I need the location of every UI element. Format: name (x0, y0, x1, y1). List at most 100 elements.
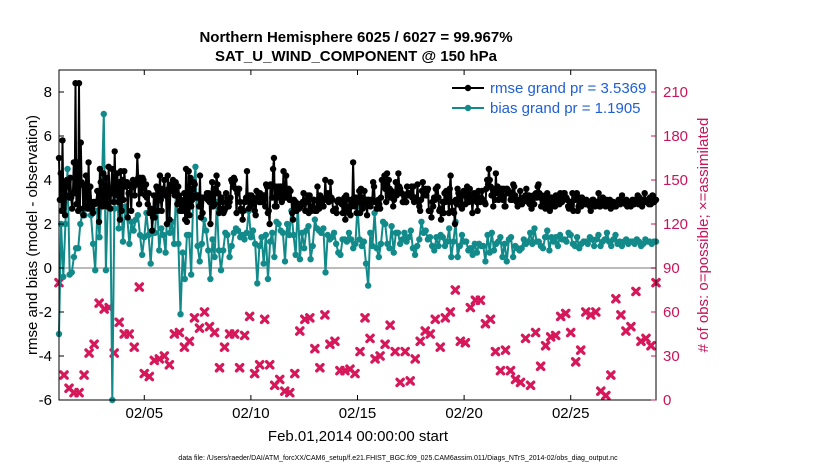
bias-point (271, 253, 278, 261)
rmse-point (108, 165, 116, 173)
obs-assimilated-point (631, 286, 641, 297)
bias-point (531, 225, 538, 232)
y-tick-label: 6 (44, 128, 52, 145)
rmse-point (96, 165, 104, 173)
rmse-point (82, 172, 90, 179)
bias-point (431, 247, 438, 254)
rmse-point (145, 190, 152, 197)
y-tick-label: -4 (39, 348, 52, 365)
bias-point (177, 311, 184, 318)
rmse-point (314, 183, 321, 190)
x-tick-label: 02/15 (339, 405, 377, 422)
bias-point (179, 249, 186, 256)
rmse-point (151, 214, 158, 221)
rmse-point (118, 207, 125, 214)
bias-point (77, 220, 84, 228)
rmse-point (492, 170, 500, 177)
obs-assimilated-point (229, 329, 240, 339)
bias-point (305, 223, 312, 230)
bias-point (382, 220, 389, 228)
obs-assimilated-point (410, 354, 420, 364)
rmse-point (469, 209, 476, 217)
rmse-point (133, 181, 140, 188)
rmse-point (208, 194, 215, 201)
bias-point (74, 245, 82, 252)
obs-assimilated-point (641, 333, 651, 344)
obs-assimilated-point (89, 339, 99, 350)
obs-assimilated-point (295, 326, 305, 336)
bias-point (219, 247, 227, 254)
y-right-tick-label: 90 (663, 260, 680, 277)
y-right-tick-label: 210 (663, 84, 688, 101)
rmse-point (266, 220, 273, 228)
rmse-point (385, 176, 393, 184)
bias-point (260, 260, 267, 267)
bias-point (377, 240, 385, 247)
rmse-point (101, 192, 108, 199)
bias-point (181, 275, 188, 283)
bias-point (309, 242, 316, 250)
bias-point (337, 251, 344, 258)
rmse-point (287, 187, 294, 195)
rmse-point (363, 212, 371, 219)
obs-assimilated-point (490, 346, 501, 357)
bias-point (608, 242, 615, 250)
rmse-point (517, 187, 524, 195)
obs-assimilated-point (84, 348, 94, 358)
rmse-point (329, 196, 336, 203)
rmse-point (191, 181, 198, 188)
bias-point (256, 242, 263, 250)
obs-assimilated-point (159, 351, 170, 361)
obs-assimilated-point (320, 310, 330, 320)
bias-point (501, 240, 508, 247)
rmse-point (339, 209, 346, 217)
bias-point (162, 249, 169, 256)
bias-point (563, 238, 570, 245)
rmse-point (444, 192, 452, 199)
bias-point (100, 110, 107, 118)
obs-assimilated-point (259, 314, 270, 325)
obs-assimilated-point (430, 314, 441, 325)
bias-point (407, 227, 415, 234)
bias-point (296, 256, 304, 263)
rmse-point (116, 216, 124, 223)
bias-point (283, 220, 291, 228)
rmse-point (269, 165, 277, 173)
obs-assimilated-point (626, 321, 636, 332)
obs-assimilated-point (616, 310, 626, 320)
bias-point (554, 242, 562, 250)
rmse-point (56, 196, 64, 203)
rmse-point (126, 190, 133, 197)
rmse-point (342, 192, 350, 199)
bias-point (187, 271, 195, 278)
obs-assimilated-point (365, 333, 375, 344)
bias-point (443, 238, 451, 245)
rmse-point (183, 218, 191, 225)
rmse-point (451, 220, 459, 228)
obs-assimilated-point (450, 285, 461, 295)
obs-assimilated-point (274, 374, 285, 385)
bias-point (364, 282, 372, 289)
obs-assimilated-point (570, 357, 581, 367)
y-tick-label: 4 (44, 172, 52, 189)
rmse-point (233, 209, 240, 217)
bias-point (241, 236, 248, 243)
rmse-point (156, 172, 164, 179)
rmse-point (74, 159, 81, 166)
bias-point (300, 245, 308, 252)
rmse-point (95, 218, 103, 225)
rmse-point (135, 201, 143, 208)
obs-assimilated-point (330, 336, 340, 347)
bias-point (119, 238, 127, 245)
legend-rmse-marker (464, 84, 472, 92)
obs-assimilated-point (611, 294, 621, 304)
obs-assimilated-point (525, 380, 536, 391)
rmse-point (187, 174, 194, 181)
bias-point (584, 240, 591, 247)
legend-bias-marker (464, 104, 472, 112)
obs-assimilated-point (606, 370, 616, 380)
rmse-point (261, 192, 268, 199)
rmse-point (188, 203, 195, 210)
rmse-point (59, 137, 66, 144)
obs-assimilated-point (540, 340, 551, 351)
